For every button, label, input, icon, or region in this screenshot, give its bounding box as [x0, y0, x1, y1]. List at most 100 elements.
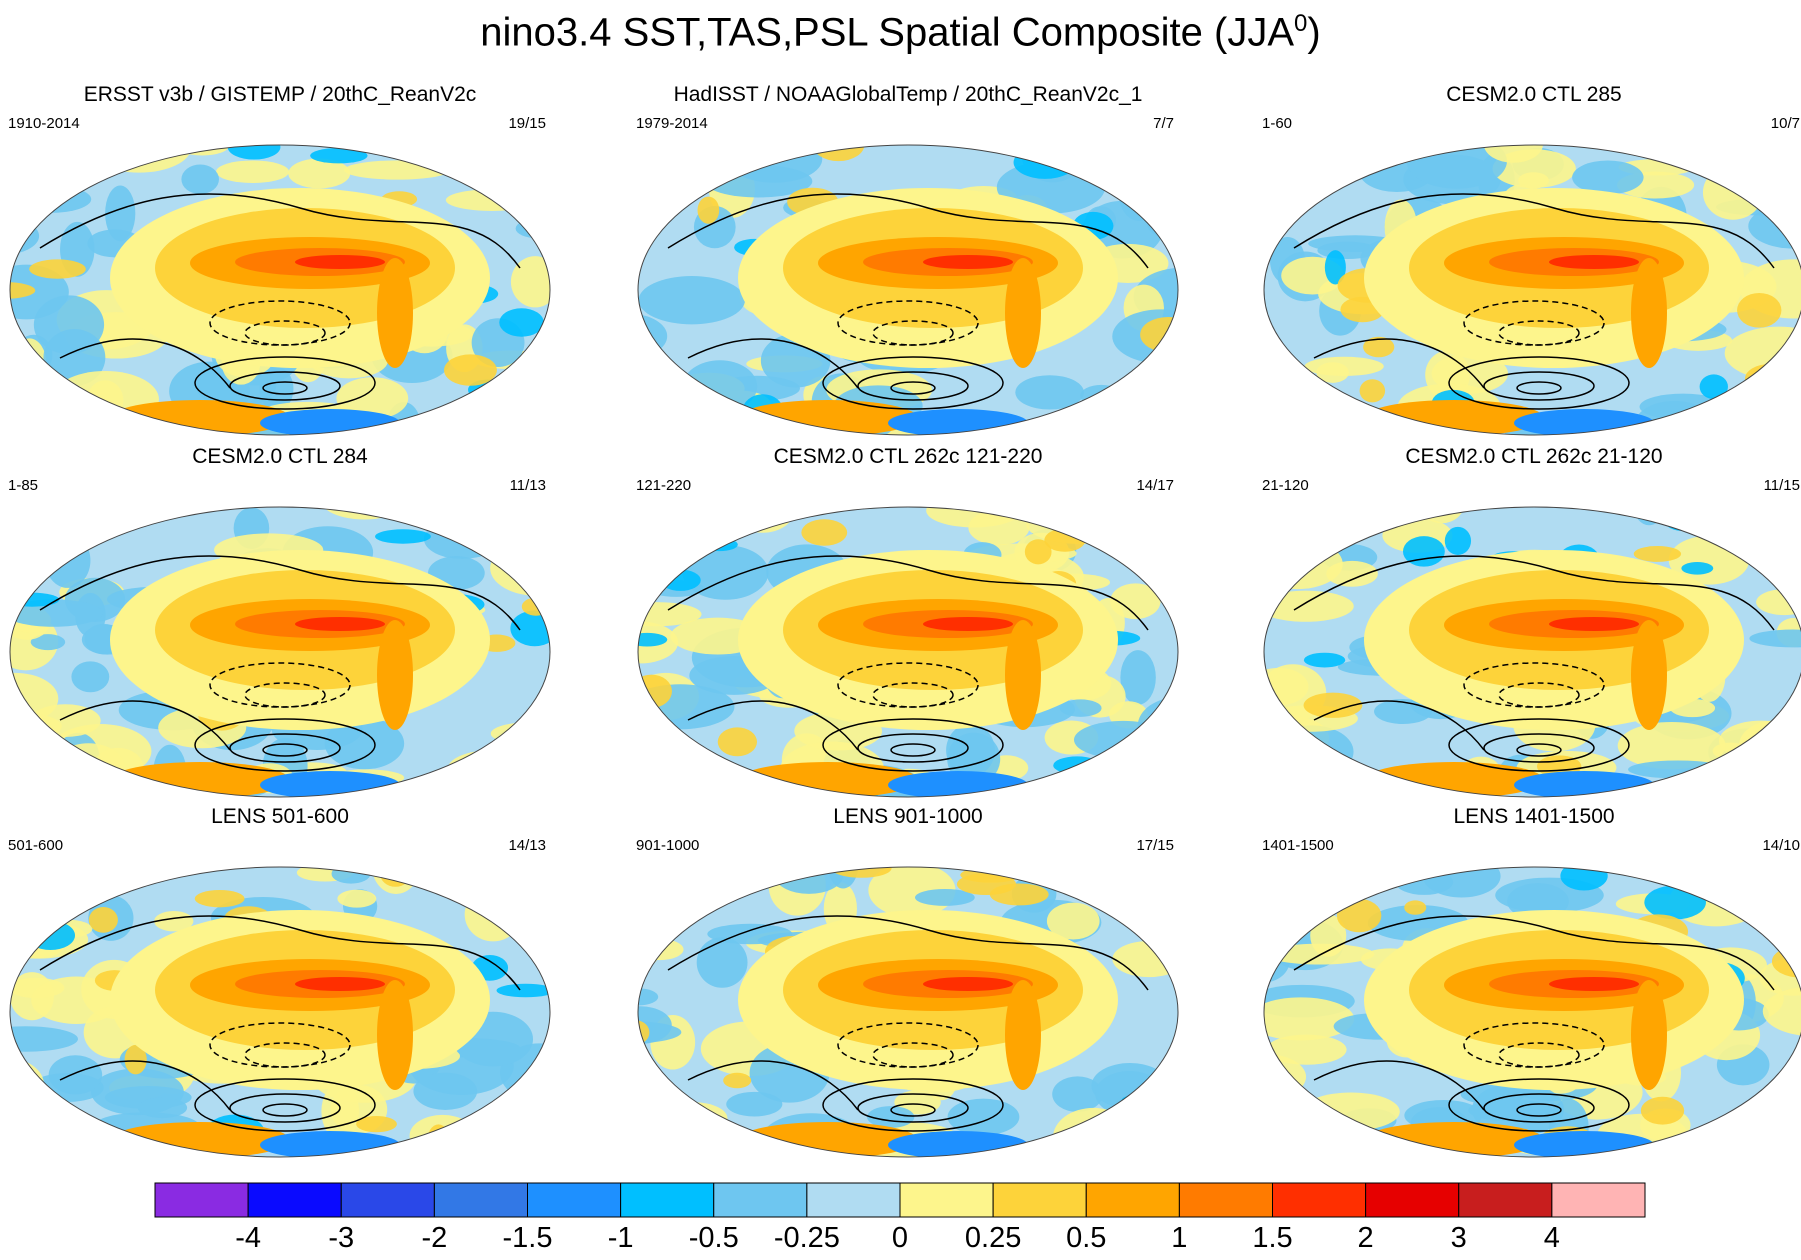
anomaly-patch	[638, 276, 746, 325]
psl-contour-negative	[872, 682, 954, 708]
anomaly-patch	[494, 1095, 535, 1139]
anomaly-patch	[1264, 729, 1283, 774]
anomaly-patch	[723, 1072, 752, 1089]
anomaly-patch	[1165, 1117, 1178, 1150]
anomaly-patch	[88, 907, 118, 933]
psl-contour-positive	[687, 700, 859, 751]
coastal-warm	[377, 258, 413, 368]
panel-period: 1979-2014	[636, 115, 708, 132]
anomaly-patch	[696, 937, 748, 988]
anomaly-patch	[344, 160, 451, 180]
anomaly-patch	[638, 152, 678, 189]
southern-warm	[738, 762, 918, 797]
colorbar-swatch	[1272, 1182, 1367, 1218]
anomaly-patch	[1778, 721, 1801, 744]
psl-contour-positive	[1313, 1060, 1485, 1111]
anomaly-patch	[1304, 1143, 1347, 1157]
anomaly-patch	[1047, 1135, 1102, 1157]
map-field	[10, 507, 550, 797]
psl-contour-negative	[244, 1042, 326, 1068]
anomaly-patch	[460, 419, 511, 435]
anomaly-patch	[1748, 752, 1801, 797]
anomaly-patch	[356, 1116, 397, 1133]
panel-3: CESM2.0 CTL 285 1-60 10/7	[1254, 83, 1801, 443]
panel-title: CESM2.0 CTL 285	[1446, 83, 1622, 106]
anomaly-patch	[1744, 364, 1795, 394]
panel-8: LENS 901-1000 901-1000 17/15	[628, 805, 1188, 1165]
psl-contour-negative	[244, 320, 326, 346]
psl-contour-positive	[1483, 1093, 1595, 1123]
panel-count: 19/15	[508, 115, 546, 132]
psl-contour-positive	[1313, 700, 1485, 751]
anomaly-patch	[1146, 898, 1178, 924]
anomaly-patch	[448, 787, 533, 797]
anomaly-patch	[82, 413, 117, 435]
anomaly-patch	[375, 529, 431, 544]
colorbar-tick-label: -0.5	[688, 1222, 739, 1254]
panel-count: 14/10	[1762, 837, 1800, 854]
anomaly-patch	[638, 684, 735, 730]
anomaly-patch	[10, 515, 51, 539]
anomaly-patch	[1164, 181, 1178, 226]
anomaly-patch	[515, 218, 550, 239]
anomaly-patch	[12, 338, 47, 391]
anomaly-patch	[1483, 145, 1543, 163]
anomaly-patch	[31, 976, 122, 1024]
anomaly-patch	[1628, 760, 1728, 779]
anomaly-patch	[697, 196, 720, 224]
warm-core	[1549, 977, 1639, 991]
colorbar-tick-label: 1.5	[1252, 1222, 1293, 1254]
southern-warm	[1364, 1122, 1544, 1157]
anomaly-patch	[479, 507, 508, 528]
anomaly-patch	[1264, 997, 1355, 1041]
panel-7: LENS 501-600 501-600 14/13	[0, 805, 560, 1165]
panel-map	[1263, 866, 1801, 1158]
psl-contour-positive	[1516, 1103, 1562, 1117]
anomaly-patch	[1681, 561, 1714, 575]
panel-period: 21-120	[1262, 477, 1309, 494]
psl-contour-positive	[1293, 193, 1775, 269]
colorbar-tick-label: -4	[235, 1222, 262, 1254]
map-outline	[637, 866, 1179, 1158]
anomaly-patch	[324, 717, 405, 770]
colorbar-tick-label: -1	[607, 1222, 634, 1254]
psl-contour-positive	[1448, 718, 1630, 772]
anomaly-patch	[421, 507, 485, 535]
anomaly-patch	[499, 308, 544, 337]
panel-period: 1-85	[8, 477, 39, 494]
anomaly-patch	[1736, 507, 1801, 529]
anomaly-patch	[137, 1097, 188, 1119]
panel-title: ERSST v3b / GISTEMP / 20thC_ReanV2c	[83, 83, 477, 106]
colorbar	[154, 1182, 1646, 1218]
psl-contour-negative	[837, 300, 979, 346]
psl-contour-positive	[822, 356, 1004, 410]
main-title: nino3.4 SST,TAS,PSL Spatial Composite (J…	[0, 10, 1801, 55]
coastal-warm	[1631, 258, 1667, 368]
colorbar-swatch	[806, 1182, 901, 1218]
anomaly-patch	[801, 519, 848, 546]
anomaly-patch	[321, 1083, 360, 1140]
anomaly-patch	[1120, 650, 1156, 705]
anomaly-patch	[1395, 145, 1454, 152]
panel-title: LENS 501-600	[211, 805, 349, 828]
psl-contour-positive	[1293, 555, 1775, 631]
anomaly-patch	[30, 634, 66, 651]
anomaly-patch	[1076, 514, 1115, 534]
anomaly-patch	[447, 750, 538, 789]
colorbar-tick-label: 0.5	[1066, 1222, 1107, 1254]
psl-contour-positive	[39, 193, 521, 269]
anomaly-patch	[1264, 1141, 1273, 1157]
panel-period: 121-220	[636, 477, 692, 494]
panel-count: 7/7	[1153, 115, 1174, 132]
anomaly-patch	[310, 147, 368, 164]
warm-core	[1549, 617, 1639, 631]
colorbar-tick-label: 0.25	[964, 1222, 1022, 1254]
psl-contour-positive	[59, 1060, 231, 1111]
anomaly-patch	[1094, 507, 1178, 511]
panel-4: CESM2.0 CTL 284 1-85 11/13	[0, 445, 560, 805]
psl-contour-negative	[1463, 1022, 1605, 1068]
anomaly-patch	[1264, 394, 1293, 435]
map-outline	[637, 506, 1179, 798]
southern-warm	[1364, 762, 1544, 797]
map-field	[1264, 867, 1801, 1157]
